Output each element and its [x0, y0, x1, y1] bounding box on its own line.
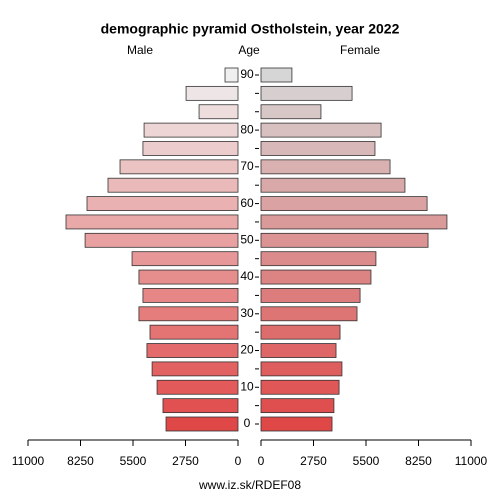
y-tick-label: 60: [240, 196, 254, 210]
bar: [185, 85, 239, 101]
bar: [119, 159, 239, 175]
x-tick-label: 2750: [172, 454, 199, 468]
x-tick-label: 11000: [12, 454, 45, 468]
bar: [260, 361, 343, 377]
bar: [224, 67, 239, 83]
bar: [260, 159, 391, 175]
bar: [260, 343, 337, 358]
bar: [107, 177, 239, 193]
x-tick-label: 11000: [455, 454, 488, 468]
bar: [260, 85, 353, 101]
bar: [260, 177, 406, 193]
bar: [84, 232, 239, 248]
x-tick-label: 8250: [67, 454, 94, 468]
bar: [149, 324, 239, 340]
x-tick-label: 0: [235, 454, 242, 468]
bar: [260, 122, 382, 138]
y-tick-label: 70: [240, 159, 254, 173]
bar: [260, 398, 335, 414]
x-tick-label: 8250: [405, 454, 432, 468]
bar: [138, 306, 239, 322]
x-tick-label: 0: [258, 454, 265, 468]
bar: [260, 306, 358, 322]
y-tick-label: 40: [240, 269, 254, 283]
left-label: Male: [127, 43, 153, 57]
bar: [260, 141, 376, 156]
right-label: Female: [340, 43, 380, 57]
x-tick-label: 5500: [120, 454, 147, 468]
bar: [260, 214, 448, 230]
bar: [260, 269, 372, 285]
y-tick-label: 0: [244, 416, 251, 430]
bar: [165, 416, 239, 432]
y-tick-label: 90: [240, 67, 254, 81]
bar: [146, 343, 239, 358]
bar: [86, 196, 239, 211]
x-tick-label: 2750: [300, 454, 327, 468]
bar: [198, 104, 239, 120]
bar: [143, 122, 239, 138]
bar: [260, 251, 377, 267]
bar: [156, 379, 239, 395]
bar: [142, 141, 239, 156]
bar: [260, 288, 361, 303]
chart-title: demographic pyramid Ostholstein, year 20…: [101, 21, 400, 37]
bar: [260, 416, 333, 432]
y-tick-label: 30: [240, 306, 254, 320]
y-tick-label: 80: [240, 122, 254, 136]
bar: [151, 361, 239, 377]
bar: [260, 196, 428, 211]
y-tick-label: 20: [240, 343, 254, 357]
bar: [142, 288, 239, 303]
bar: [162, 398, 239, 414]
footer: www.iz.sk/RDEF08: [198, 478, 301, 492]
bar: [260, 379, 340, 395]
bar: [260, 104, 322, 120]
bar: [260, 324, 341, 340]
y-tick-label: 50: [240, 232, 254, 246]
y-tick-label: 10: [240, 379, 254, 393]
center-label: Age: [238, 43, 260, 57]
bar: [260, 232, 429, 248]
x-tick-label: 5500: [353, 454, 380, 468]
bar: [260, 67, 293, 83]
bar: [131, 251, 239, 267]
bar: [65, 214, 239, 230]
bar: [138, 269, 239, 285]
